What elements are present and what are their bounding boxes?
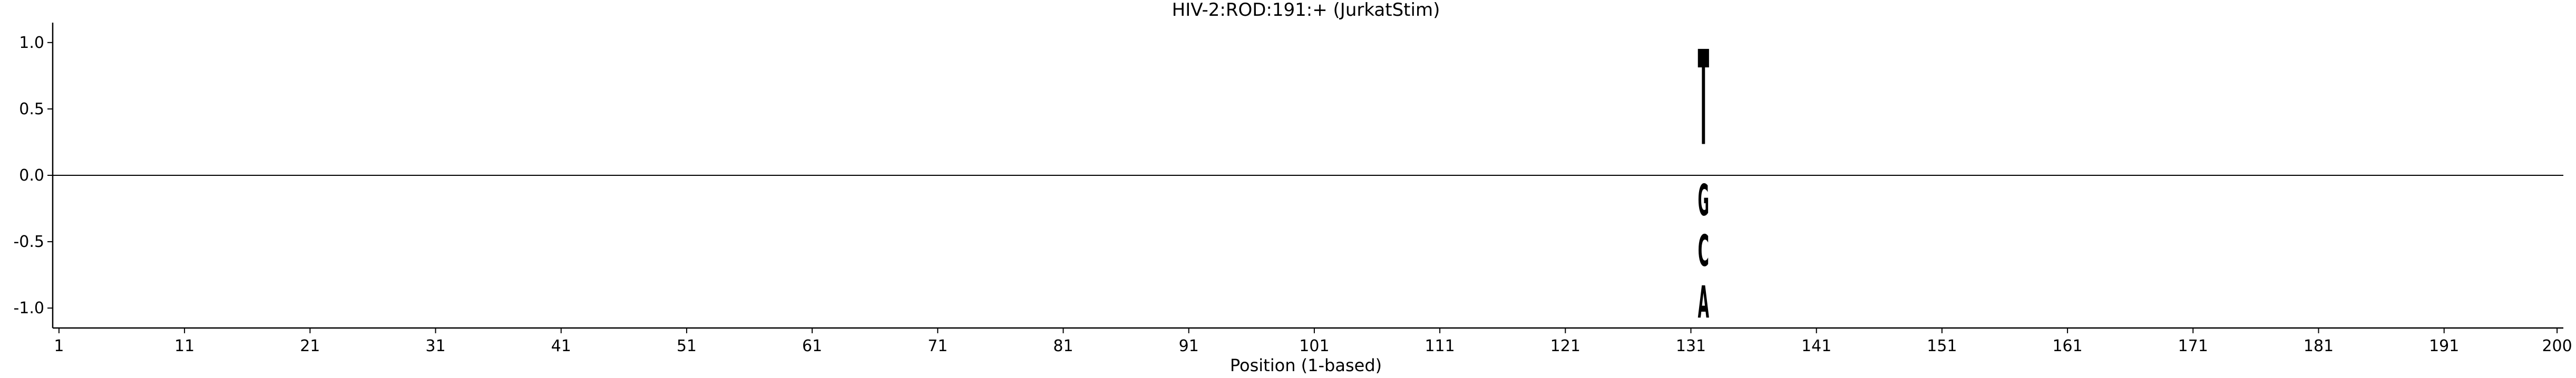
x-tick-label: 11 (174, 337, 194, 355)
x-tick-label: 131 (1676, 337, 1706, 355)
x-tick-label: 121 (1550, 337, 1580, 355)
x-tick-label: 111 (1424, 337, 1455, 355)
y-tick-label: -0.5 (13, 233, 44, 251)
x-tick-label: 101 (1299, 337, 1329, 355)
x-axis-title: Position (1-based) (1230, 355, 1382, 375)
x-tick-label: 61 (802, 337, 822, 355)
y-tick-label: 0.5 (19, 100, 44, 118)
logo-letter-G: G (1698, 176, 1709, 226)
ticks: 1 11 21 31 41 51 61 71 81 91 101 111 121 131 141 151 161… (13, 34, 2572, 355)
x-tick-label: 191 (2429, 337, 2459, 355)
y-tick-label: 1.0 (19, 34, 44, 52)
x-tick-label: 181 (2304, 337, 2334, 355)
x-tick-label: 1 (54, 337, 64, 355)
x-tick-label: 81 (1053, 337, 1073, 355)
x-tick-label: 151 (1927, 337, 1957, 355)
x-tick-label: 31 (425, 337, 445, 355)
x-tick-label: 161 (2052, 337, 2082, 355)
logo-letter-C: C (1698, 226, 1709, 276)
chart-title: HIV-2:ROD:191:+ (JurkatStim) (1172, 0, 1440, 21)
y-tick-label: -1.0 (13, 299, 44, 317)
x-tick-label: 141 (1801, 337, 1831, 355)
logo-letter-T: T (1698, 23, 1709, 175)
x-tick-label: 200 (2542, 337, 2572, 355)
x-tick-label: 171 (2178, 337, 2208, 355)
x-tick-label: 41 (551, 337, 571, 355)
x-tick-label: 51 (677, 337, 697, 355)
logo-letter-A: A (1698, 276, 1710, 328)
x-tick-label: 71 (928, 337, 948, 355)
y-tick-label: 0.0 (19, 166, 44, 185)
axes (52, 23, 2563, 329)
x-tick-label: 91 (1179, 337, 1199, 355)
x-tick-label: 21 (300, 337, 320, 355)
